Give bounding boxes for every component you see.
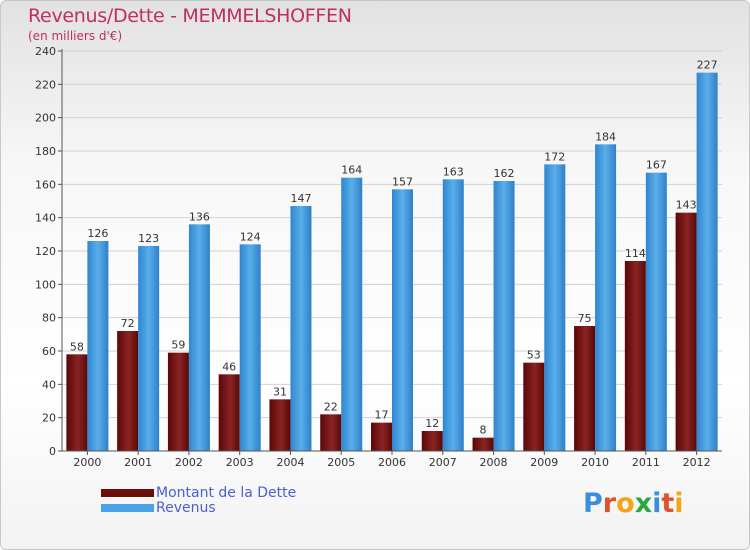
revenue-value-label: 147 xyxy=(290,192,311,205)
y-tick-label: 100 xyxy=(35,278,56,291)
revenue-value-label: 157 xyxy=(392,175,413,188)
x-tick-label: 2003 xyxy=(226,456,254,469)
x-tick-label: 2012 xyxy=(683,456,711,469)
y-tick-label: 80 xyxy=(42,312,56,325)
debt-bar xyxy=(66,354,88,451)
debt-value-label: 53 xyxy=(527,349,541,362)
revenue-bar xyxy=(188,224,210,451)
revenue-bar xyxy=(696,72,718,452)
logo-letter: x xyxy=(634,488,653,519)
legend-swatch-revenue xyxy=(101,504,154,512)
legend-label-debt: Montant de la Dette xyxy=(156,485,297,501)
debt-value-label: 58 xyxy=(70,340,84,353)
revenue-value-label: 172 xyxy=(544,150,565,163)
debt-bar xyxy=(371,422,392,451)
logo-letter: t xyxy=(661,488,675,519)
revenue-bar xyxy=(87,241,109,451)
debt-bar xyxy=(269,399,291,451)
revenue-bar xyxy=(595,144,617,452)
y-tick-label: 0 xyxy=(49,445,56,458)
x-tick-label: 2008 xyxy=(480,456,508,469)
debt-value-label: 17 xyxy=(375,409,389,422)
logo-letter: r xyxy=(602,488,617,519)
debt-value-label: 72 xyxy=(121,317,135,330)
proxiti-logo: Proxiti xyxy=(583,488,684,519)
debt-bar xyxy=(117,331,139,451)
debt-value-label: 75 xyxy=(578,312,592,325)
debt-bar xyxy=(472,437,494,451)
debt-bar xyxy=(624,261,646,451)
y-tick-label: 20 xyxy=(42,412,56,425)
revenue-value-label: 164 xyxy=(341,164,362,177)
y-tick-label: 200 xyxy=(35,112,56,125)
y-tick-label: 240 xyxy=(35,45,56,58)
revenue-bar xyxy=(442,179,464,452)
debt-value-label: 114 xyxy=(625,247,646,260)
debt-value-label: 59 xyxy=(171,339,185,352)
revenue-value-label: 167 xyxy=(646,159,667,172)
debt-bar xyxy=(218,374,240,451)
revenue-value-label: 126 xyxy=(87,227,108,240)
chart-title: Revenus/Dette - MEMMELSHOFFEN xyxy=(28,5,352,27)
debt-bar xyxy=(523,362,545,451)
debt-value-label: 46 xyxy=(222,360,236,373)
revenue-value-label: 124 xyxy=(240,230,261,243)
x-tick-label: 2006 xyxy=(378,456,406,469)
revenue-bar xyxy=(544,164,566,452)
debt-value-label: 31 xyxy=(273,385,287,398)
revenue-value-label: 162 xyxy=(494,167,515,180)
debt-bar xyxy=(574,326,596,451)
x-tick-label: 2001 xyxy=(124,456,152,469)
x-tick-label: 2005 xyxy=(327,456,355,469)
debt-value-label: 22 xyxy=(324,400,338,413)
y-tick-label: 180 xyxy=(35,145,56,158)
x-tick-label: 2004 xyxy=(276,456,304,469)
debt-value-label: 12 xyxy=(425,417,439,430)
debt-value-label: 8 xyxy=(480,424,487,437)
debt-bar xyxy=(167,352,189,451)
x-tick-label: 2009 xyxy=(530,456,558,469)
revenue-value-label: 136 xyxy=(189,210,210,223)
logo-letter: P xyxy=(583,488,603,519)
x-tick-label: 2000 xyxy=(73,456,101,469)
revenue-value-label: 227 xyxy=(697,59,718,72)
revenue-bar xyxy=(341,177,363,451)
x-tick-label: 2011 xyxy=(632,456,660,469)
debt-bar xyxy=(421,431,443,451)
debt-bar xyxy=(675,212,697,451)
revenue-value-label: 163 xyxy=(443,165,464,178)
chart-subtitle: (en milliers d'€) xyxy=(28,29,123,43)
legend-swatch-debt xyxy=(101,489,154,497)
revenue-value-label: 123 xyxy=(138,232,159,245)
debt-bar xyxy=(320,414,342,451)
y-tick-label: 220 xyxy=(35,78,56,91)
legend-label-revenue: Revenus xyxy=(156,500,216,516)
x-tick-label: 2002 xyxy=(175,456,203,469)
revenue-bar xyxy=(392,189,413,452)
revenue-bar xyxy=(290,206,312,451)
y-tick-label: 40 xyxy=(42,378,56,391)
revenue-bar xyxy=(138,246,160,451)
revenue-bar xyxy=(239,244,261,451)
revenue-bar xyxy=(645,172,667,451)
y-tick-label: 140 xyxy=(35,212,56,225)
x-tick-label: 2007 xyxy=(429,456,457,469)
x-tick-label: 2010 xyxy=(581,456,609,469)
y-tick-label: 60 xyxy=(42,345,56,358)
logo-letter: i xyxy=(652,488,662,519)
revenue-bar xyxy=(493,181,515,451)
logo-letter: o xyxy=(616,488,635,519)
y-tick-label: 160 xyxy=(35,178,56,191)
debt-value-label: 143 xyxy=(676,199,697,212)
y-tick-label: 120 xyxy=(35,245,56,258)
logo-letter: i xyxy=(674,488,684,519)
revenue-value-label: 184 xyxy=(595,130,616,143)
